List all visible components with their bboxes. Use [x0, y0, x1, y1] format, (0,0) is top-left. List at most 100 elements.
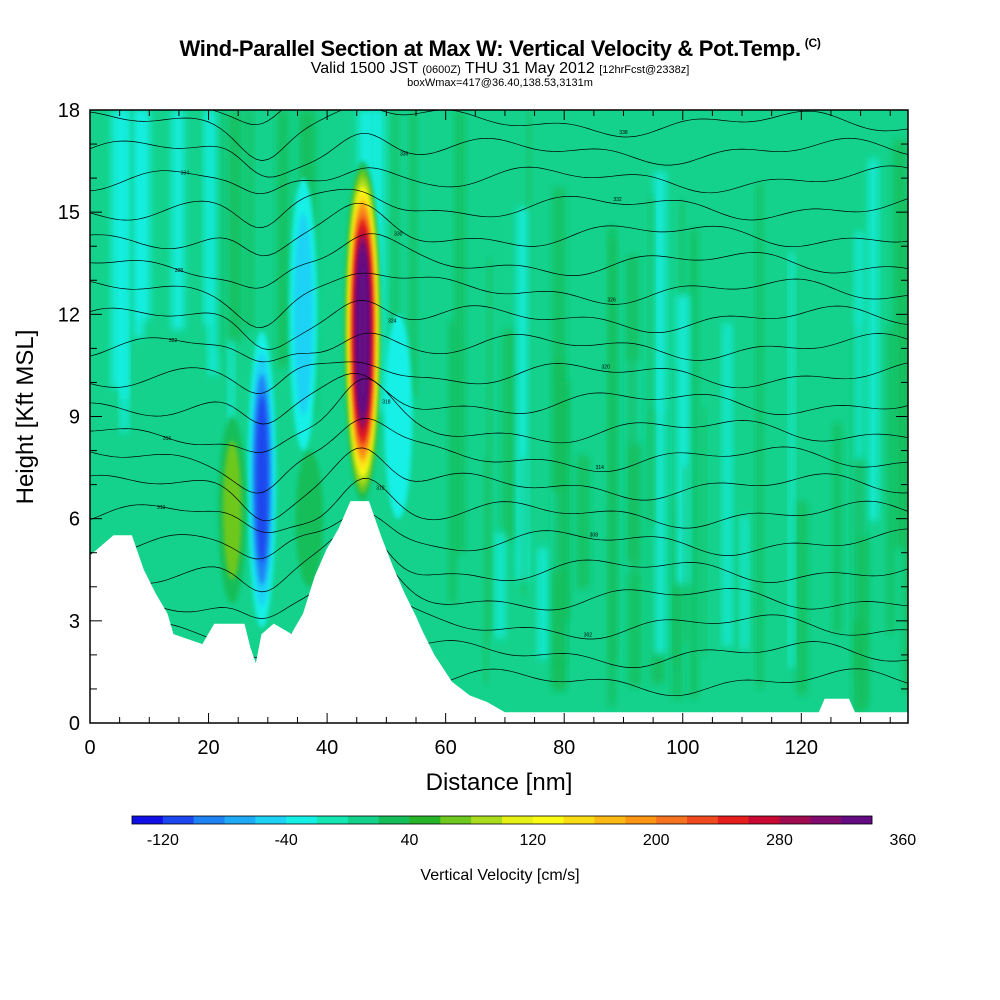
theta-contour-label: 328: [175, 268, 184, 274]
colorbar-segment: [810, 816, 842, 824]
velocity-stripe: [628, 443, 641, 687]
x-tick-label: 60: [435, 737, 457, 759]
y-tick-label: 9: [69, 407, 80, 429]
theta-contour: [90, 418, 908, 494]
velocity-stripe: [392, 110, 398, 378]
velocity-stripe: [723, 323, 732, 646]
colorbar-segment: [532, 816, 564, 824]
x-tick-label: 0: [84, 737, 95, 759]
theta-contour: [90, 511, 908, 560]
theta-contour-label: 332: [613, 197, 622, 203]
velocity-stripe: [448, 320, 457, 604]
theta-contour: [90, 272, 908, 328]
x-axis-label: Distance [nm]: [426, 769, 573, 796]
theta-contour-label: 314: [596, 465, 605, 471]
x-tick-label: 20: [197, 737, 219, 759]
velocity-stripe: [887, 328, 895, 634]
y-tick-label: 18: [58, 100, 80, 122]
axes: 0 20 40 60 80 100 120 0 3 6 9 12 15 18 Distance [nm] He…: [12, 100, 908, 796]
theta-contour: [90, 378, 908, 453]
velocity-cell: [255, 395, 268, 564]
theta-contour: [211, 110, 283, 126]
utc-time: (0600Z): [422, 64, 461, 76]
theta-contour: [90, 300, 908, 350]
velocity-cell: [295, 450, 324, 587]
colorbar-segment: [224, 816, 256, 824]
theta-contour: [90, 361, 908, 394]
velocity-cell: [294, 213, 313, 416]
colorbar-segment: [563, 816, 595, 824]
velocity-stripe: [503, 329, 516, 540]
x-tick-label: 80: [553, 737, 575, 759]
velocity-stripe: [410, 110, 417, 396]
colorbar-segment: [625, 816, 657, 824]
velocity-features: [218, 161, 413, 628]
x-tick-label: 120: [785, 737, 818, 759]
theta-contours: 2983003023043063083103123143163183203223…: [90, 110, 908, 706]
colorbar-tick-label: -40: [275, 832, 298, 849]
colorbar-segment: [748, 816, 780, 824]
velocity-stripes: [111, 110, 908, 713]
colorbar-segment: [717, 816, 749, 824]
theta-contour-label: 320: [602, 365, 611, 371]
velocity-stripe: [868, 158, 878, 521]
velocity-stripe: [859, 536, 869, 706]
y-axis-label: Height [Kft MSL]: [12, 330, 39, 505]
chart-title: Wind-Parallel Section at Max W: Vertical…: [0, 36, 1000, 62]
chart-title-text: Wind-Parallel Section at Max W: Vertical…: [179, 36, 801, 61]
theta-contour-label: 308: [590, 532, 599, 538]
velocity-stripe: [689, 228, 698, 699]
colorbar-segment: [132, 816, 164, 824]
velocity-stripe: [702, 408, 706, 657]
y-tick-label: 15: [58, 202, 80, 224]
copyright-mark: (C): [804, 36, 821, 50]
theta-contour-label: 330: [394, 232, 403, 238]
theta-contour-label: 310: [157, 505, 166, 511]
colorbar-segment: [440, 816, 472, 824]
theta-contour: [90, 332, 908, 363]
colorbar-tick-label: 40: [401, 832, 419, 849]
colorbar-segment: [409, 816, 441, 824]
velocity-stripe: [455, 110, 465, 554]
theta-contour-label: 318: [382, 400, 391, 406]
velocity-cell: [223, 440, 242, 580]
colorbar-segment: [471, 816, 503, 824]
velocity-stripe: [246, 110, 253, 330]
forecast-info: [12hrFcst@2338z]: [599, 64, 690, 76]
valid-time: Valid 1500 JST: [310, 60, 418, 77]
theta-contour: [90, 233, 908, 289]
velocity-stripe: [521, 458, 526, 596]
velocity-cell: [384, 314, 413, 519]
colorbar-segment: [286, 816, 318, 824]
velocity-stripe: [741, 515, 748, 650]
velocity-stripe: [789, 252, 795, 668]
theta-contour-label: 334: [181, 171, 190, 177]
colorbar-segment: [378, 816, 410, 824]
theta-contour: [90, 110, 908, 161]
colorbar-segment: [255, 816, 287, 824]
velocity-stripe: [561, 381, 570, 619]
theta-contour-label: 312: [376, 486, 385, 492]
velocity-stripe: [120, 110, 128, 400]
velocity-stripe: [487, 258, 492, 639]
y-tick-label: 3: [69, 611, 80, 633]
y-tick-label: 12: [58, 304, 80, 326]
colorbar-tick-label: 360: [889, 832, 916, 849]
velocity-stripe: [903, 312, 908, 692]
velocity-stripe: [483, 458, 489, 685]
box-wmax-info: boxWmax=417@36.40,138.53,3131m: [407, 77, 593, 89]
colorbar-tick-label: 120: [519, 832, 546, 849]
theta-contour-label: 302: [584, 632, 593, 638]
velocity-stripe: [553, 187, 565, 661]
plot-area: 2983003023043063083103123143163183203223…: [90, 110, 908, 723]
y-tick-label: 0: [69, 713, 80, 735]
theta-contour: [90, 132, 908, 178]
velocity-stripe: [610, 237, 617, 663]
velocity-stripe: [204, 110, 211, 326]
velocity-stripe: [496, 532, 505, 639]
velocity-stripe: [225, 110, 242, 342]
velocity-stripe: [833, 423, 842, 634]
velocity-stripe: [654, 171, 666, 654]
velocity-stripe: [683, 466, 688, 644]
